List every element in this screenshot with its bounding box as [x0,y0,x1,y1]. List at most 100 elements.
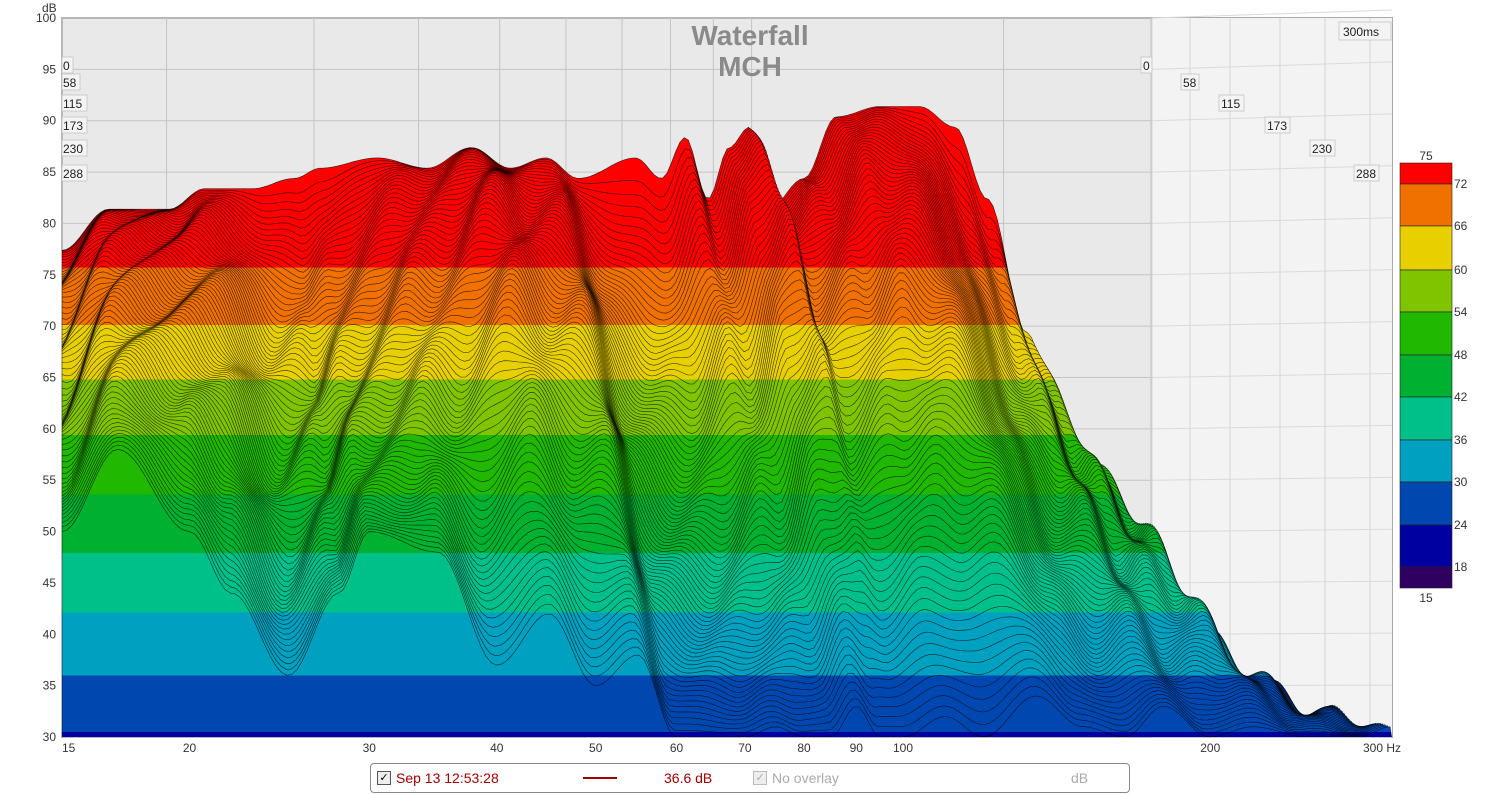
colorbar-tick-label: 42 [1454,390,1468,404]
y-axis-ticks: 100 95 90 85 80 75 70 65 60 55 50 45 40 35 30 [36,11,56,744]
time-tick-box [1264,116,1291,134]
time-tick-box [1218,94,1245,112]
y-tick-label: 100 [36,11,56,25]
time-tick-box [1309,139,1336,157]
grid-line-wall [1151,424,1393,430]
x-tick-label: 100 [893,741,913,755]
colorbar-band [1399,524,1453,568]
grid-line-wall [1151,580,1393,584]
time-tick-label-left: 230 [63,142,83,156]
colorbar-band [1399,396,1453,441]
grid-line-wall [1151,373,1393,378]
time-tick-label-wall: 288 [1356,167,1376,181]
time-tick-label-wall: 230 [1312,142,1332,156]
grid-line-wall [1151,165,1393,173]
colorbar-tick-label: 48 [1454,348,1468,362]
x-tick-label: 200 [1200,741,1220,755]
grid-line-wall [1151,217,1393,224]
time-tick-box [61,164,88,182]
x-tick-label: 50 [589,741,603,755]
colorbar: 72 66 60 54 48 42 36 30 24 18 75 15 [1399,149,1468,605]
waterfall-slices [62,106,1392,737]
y-tick-label: 70 [43,319,57,333]
colorbar-tick-label: 30 [1454,475,1468,489]
time-tick-label-wall: 115 [1221,97,1240,111]
time-tick-box [61,116,88,134]
time-tick-box [61,56,74,74]
y-tick-label: 40 [43,627,57,641]
x-tick-label: 40 [490,741,504,755]
x-tick-label: 90 [850,741,864,755]
y-tick-label: 90 [43,114,57,128]
time-tick-label-wall: 0 [1143,59,1150,73]
y-tick-label: 50 [43,525,57,539]
y-tick-label: 30 [43,730,57,744]
time-tick-label-left: 58 [63,76,77,90]
time-axis-ticks: 0 0 58 58 115 115 173 173 230 230 288 288 [61,56,1380,182]
time-tick-label-wall: 58 [1183,76,1197,90]
y-tick-label: 85 [43,165,57,179]
time-side-wall [1152,18,1392,737]
x-tick-label: 15 [62,741,76,755]
y-tick-label: 80 [43,216,57,230]
y-tick-label: 95 [43,62,57,76]
colorbar-tick-label: 60 [1454,263,1468,277]
y-tick-label: 35 [43,679,57,693]
grid-line-wall [1151,476,1393,481]
grid-line-wall [1151,61,1393,70]
time-tick-label-left: 115 [63,97,82,111]
colorbar-band [1399,225,1453,271]
measurement-checkbox[interactable]: ✓ [377,771,391,785]
x-tick-label: 80 [797,741,811,755]
time-tick-box [1140,56,1153,74]
colorbar-band [1399,311,1453,356]
x-tick-label: 300 Hz [1363,741,1401,755]
grid-line-wall [1151,9,1393,19]
overlay-checkbox[interactable]: ✓ [753,771,767,785]
unit-label: dB [1071,770,1089,786]
colorbar-tick-label: 18 [1454,560,1468,574]
x-tick-label: 20 [183,741,197,755]
colorbar-band [1399,354,1453,398]
chart-title: Waterfall [691,20,808,51]
grid-line-wall [1151,321,1393,327]
waterfall-slice [62,449,1392,737]
colorbar-tick-label: 66 [1454,219,1468,233]
x-tick-label: 60 [670,741,684,755]
colorbar-band [1399,566,1453,589]
colorbar-min-label: 15 [1419,591,1433,605]
legend-bar: ✓ Sep 13 12:53:28 36.6 dB ✓ No overlay d… [370,763,1130,793]
time-tick-box [1180,73,1200,91]
time-span-label: 300ms [1343,25,1379,39]
y-tick-label: 75 [43,268,57,282]
time-tick-label-left: 288 [63,167,83,181]
grid-line-wall [1151,269,1393,276]
y-axis-label: dB [42,1,57,15]
colorbar-tick-label: 72 [1454,177,1468,191]
grid-line-wall [1151,528,1393,533]
waterfall-chart: 100 95 90 85 80 75 70 65 60 55 50 45 40 35 30 15 20 30 40… [36,1,1468,755]
x-axis-ticks: 15 20 30 40 50 60 70 80 90 100 200 300 Hz [62,741,1401,755]
colorbar-band [1399,481,1453,526]
chart-subtitle: MCH [718,51,782,82]
colorbar-max-label: 75 [1419,149,1433,163]
time-tick-label-left: 0 [63,59,70,73]
time-tick-box [1353,164,1380,182]
y-tick-label: 65 [43,371,57,385]
measurement-name[interactable]: Sep 13 12:53:28 [396,770,499,786]
colorbar-tick-label: 36 [1454,433,1468,447]
time-tick-box [61,139,88,157]
time-tick-label-left: 173 [63,119,83,133]
x-tick-label: 30 [363,741,377,755]
colorbar-band [1399,439,1453,483]
colorbar-tick-label: 24 [1454,518,1468,532]
y-tick-label: 45 [43,576,57,590]
y-tick-label: 55 [43,473,57,487]
colorbar-band [1399,183,1453,227]
y-tick-label: 60 [43,422,57,436]
time-tick-label-wall: 173 [1267,119,1287,133]
trace-color-swatch [583,777,617,779]
colorbar-tick-label: 54 [1454,305,1468,319]
measurement-value: 36.6 dB [664,770,713,786]
